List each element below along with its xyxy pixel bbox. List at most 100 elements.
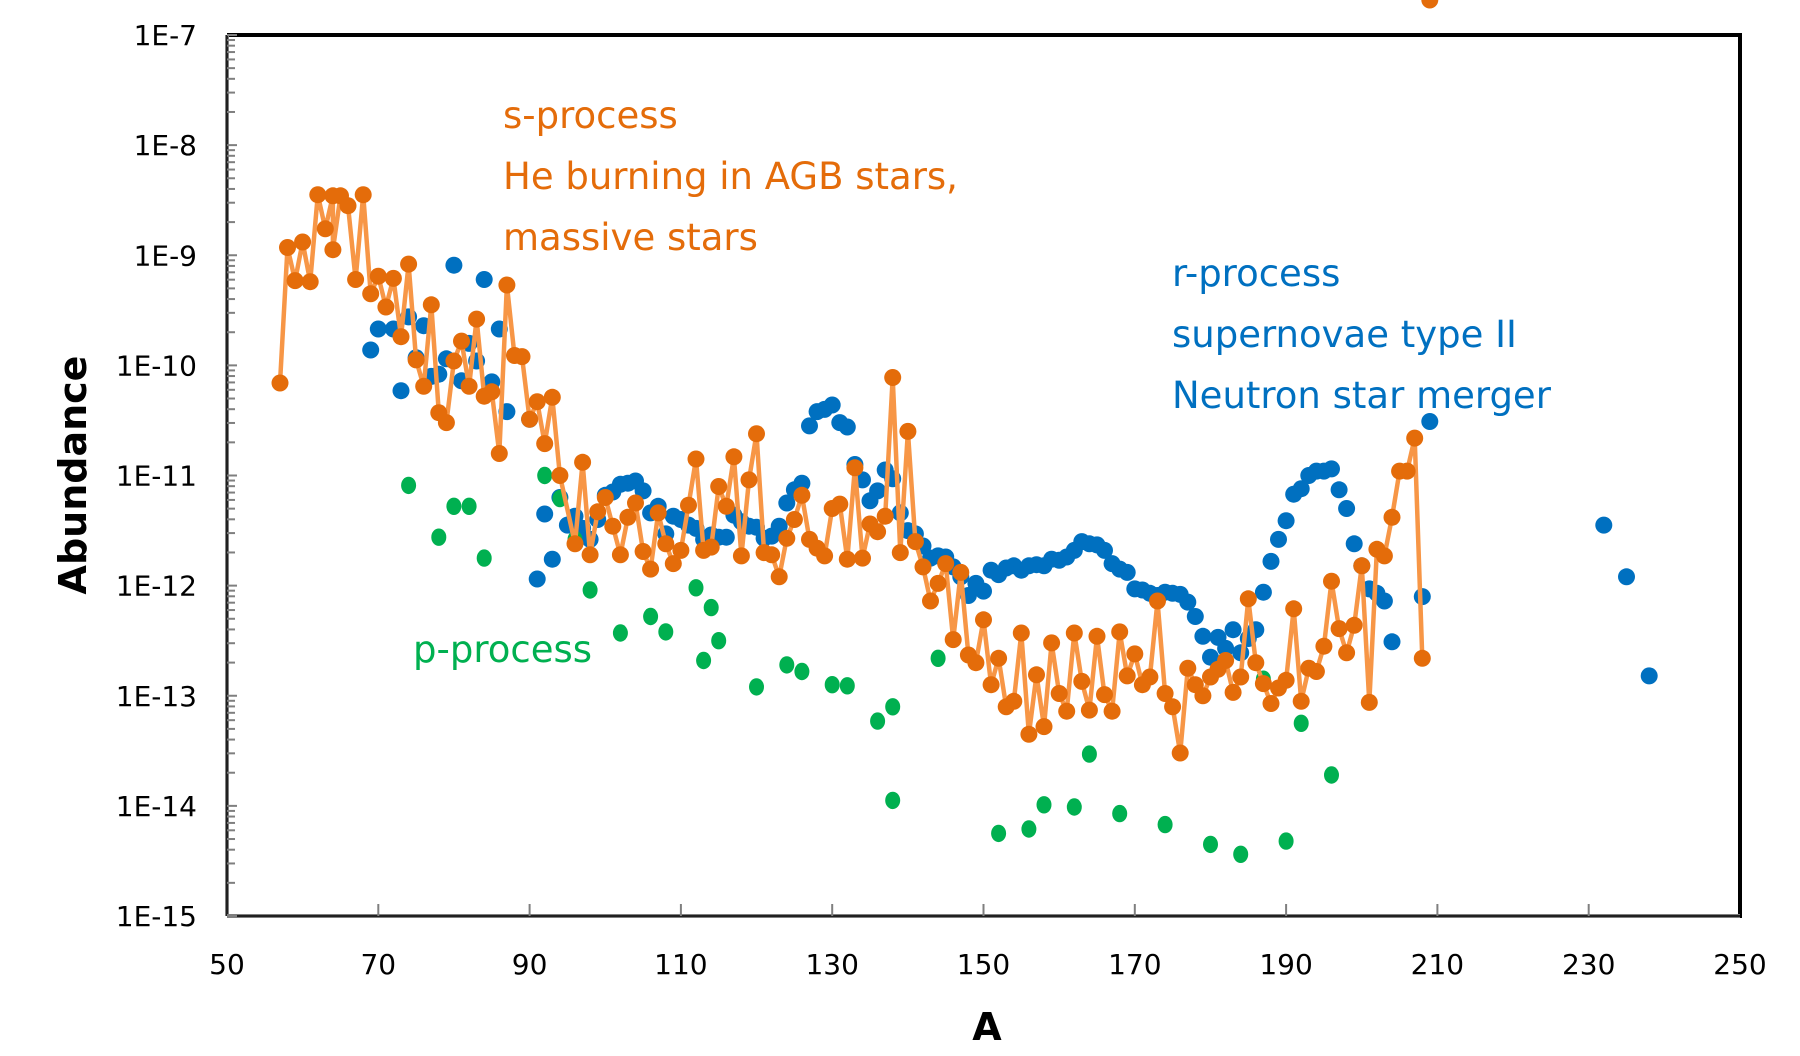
s-process-point [702,538,720,556]
r-process-label: supernovae type II [1172,313,1517,356]
s-process-point [929,574,947,592]
r-process-point [362,341,380,359]
r-process-point [392,382,410,400]
s-process-point [1073,672,1091,690]
r-process-point [770,517,788,535]
s-process-point [884,369,902,386]
s-process-point [657,535,675,553]
p-process-point [885,698,901,716]
s-process-point [1421,0,1439,9]
p-process-point [537,466,553,485]
r-process-point [801,417,818,435]
s-process-point [437,414,455,432]
r-process-point [1194,627,1212,645]
p-process-point [643,607,659,626]
s-process-point [642,560,660,578]
s-process-point [1164,698,1182,716]
p-process-point [1036,796,1052,814]
r-process-point [1186,608,1204,625]
s-process-point [1065,624,1083,642]
s-process-point [906,533,924,551]
y-minor-ticks [227,34,237,917]
s-process-point [672,541,690,559]
s-process-point [1171,744,1189,762]
s-process-point [1126,645,1144,663]
s-process-point [710,478,728,495]
p-process-point [991,824,1007,843]
s-process-point [952,563,970,581]
s-process-point [914,558,932,576]
s-process-point [717,497,735,515]
s-process-point [611,546,629,564]
s-process-point [521,410,539,428]
x-tick-label: 70 [360,948,396,981]
y-tick-label: 1E-15 [116,900,197,933]
s-process-point [922,592,939,610]
r-process-point [717,528,735,546]
r-process-point [369,320,387,338]
r-process-point [1421,413,1439,430]
x-axis-tick-labels: 50 70 90 110 130 150 170 190 210 230 250 [209,948,1767,981]
s-process-point [1005,692,1023,710]
s-process-point [649,504,667,522]
s-process-point [1375,547,1393,565]
s-process-label: s-process [503,94,678,137]
s-process-point [1088,627,1106,645]
s-process-point [543,388,561,406]
s-process-point [687,450,705,468]
s-process-point [944,631,962,649]
s-process-point [316,220,334,238]
s-process-point [460,377,478,395]
s-process-point [324,241,342,259]
s-process-point [732,547,750,565]
s-process-point [725,448,743,466]
s-process-point [581,546,599,564]
r-process-point [1640,667,1658,685]
s-process-point [513,348,531,366]
s-process-point [362,285,380,303]
s-process-point [748,425,765,443]
r-process-point [778,494,796,512]
s-process-point [453,332,470,350]
r-process-point [1262,552,1280,570]
r-process-point [475,271,493,288]
r-process-point [1375,592,1393,610]
r-process-point [1096,541,1113,559]
s-process-point [400,255,418,273]
y-tick-label: 1E-12 [116,570,197,603]
s-process-point [1050,685,1068,702]
s-process-point [869,523,887,541]
x-tick-label: 190 [1259,948,1312,981]
s-process-point [770,568,788,586]
r-process-point [1618,568,1635,586]
s-process-point [846,459,864,477]
s-process-point [1353,557,1371,575]
p-process-point [885,791,901,810]
p-process-label: p-process [413,628,592,671]
s-process-point [1149,592,1166,610]
s-process-point [899,422,917,440]
s-process-point [1413,649,1431,667]
r-process-point [1224,621,1242,639]
p-process-point [688,579,704,597]
s-process-point [377,298,395,316]
s-process-point [1277,671,1295,689]
s-process-point [1254,675,1272,693]
s-process-point [778,529,796,547]
r-process-point [1270,530,1287,548]
r-process-point [1217,639,1235,657]
s-process-point [990,649,1008,667]
p-process-point [1157,815,1173,834]
r-process-label: Neutron star merger [1172,374,1552,417]
x-tick-label: 230 [1562,948,1615,981]
s-process-point [831,495,849,513]
r-process-point [1179,593,1197,611]
r-process-point [430,365,448,383]
p-process-point [794,662,810,681]
p-process-point [1324,766,1339,784]
y-tick-label: 1E-8 [134,129,197,162]
x-tick-label: 250 [1713,948,1766,981]
r-process-point [1345,535,1363,553]
s-process-point [490,445,508,462]
s-process-point [1179,659,1197,677]
